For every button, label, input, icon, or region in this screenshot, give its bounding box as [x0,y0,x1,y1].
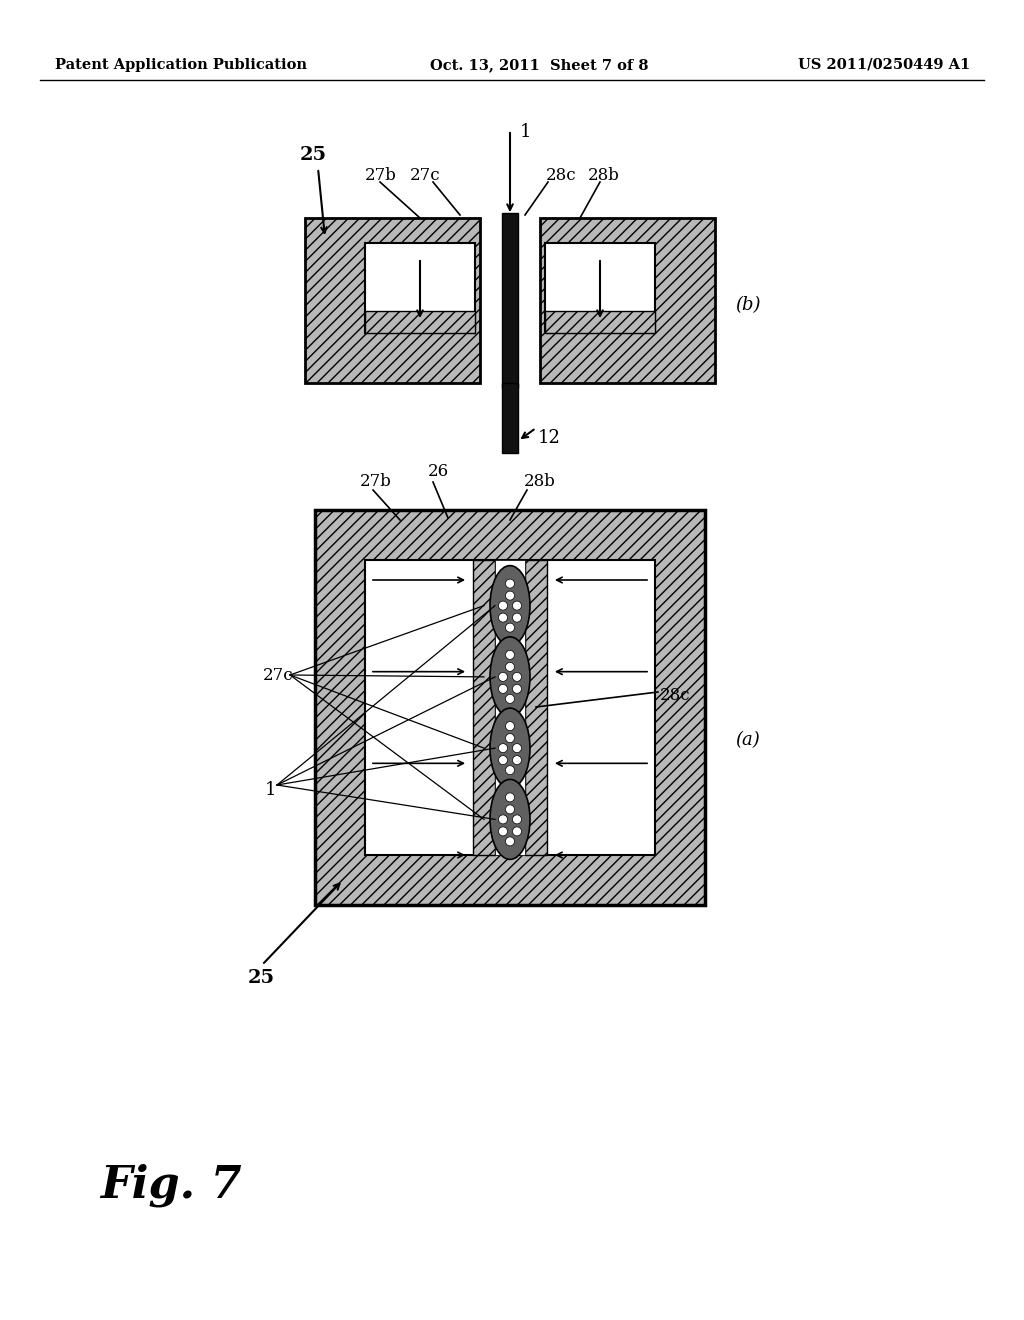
Text: 12: 12 [538,429,561,447]
Text: 1: 1 [520,123,531,141]
Text: 28b: 28b [588,166,620,183]
Bar [502,383,518,453]
Text: 25: 25 [248,969,275,987]
Circle shape [499,826,508,836]
Bar [365,243,475,333]
Circle shape [499,601,508,610]
Circle shape [499,684,508,693]
Circle shape [506,623,514,632]
Circle shape [512,684,521,693]
Text: 27c: 27c [263,667,294,684]
Text: 25: 25 [300,147,327,164]
Bar [365,312,475,333]
Bar [502,213,518,388]
Circle shape [506,579,514,589]
Bar [315,510,705,906]
Bar [473,560,495,855]
Circle shape [506,766,514,775]
Circle shape [512,672,521,681]
Circle shape [506,837,514,846]
Text: Oct. 13, 2011  Sheet 7 of 8: Oct. 13, 2011 Sheet 7 of 8 [430,58,648,73]
Ellipse shape [490,779,530,859]
Text: 26: 26 [428,463,450,480]
Text: (b): (b) [735,296,761,314]
Circle shape [499,814,508,824]
Circle shape [512,755,521,764]
Text: Patent Application Publication: Patent Application Publication [55,58,307,73]
Text: 28c: 28c [660,686,690,704]
Circle shape [512,826,521,836]
Circle shape [512,612,521,622]
Circle shape [499,612,508,622]
Circle shape [499,743,508,752]
Circle shape [506,805,514,814]
Text: 1: 1 [265,781,276,799]
Circle shape [512,601,521,610]
Text: 27b: 27b [365,166,397,183]
Circle shape [506,651,514,660]
Text: 27b: 27b [360,474,392,491]
Circle shape [506,734,514,743]
Text: (a): (a) [735,731,760,748]
Circle shape [506,694,514,704]
Text: 27c: 27c [410,166,440,183]
Text: 28c: 28c [546,166,577,183]
Ellipse shape [490,636,530,717]
Bar [525,560,547,855]
Bar [545,243,655,333]
Bar [540,218,715,383]
Circle shape [506,722,514,731]
Circle shape [512,743,521,752]
Text: Fig. 7: Fig. 7 [100,1163,242,1206]
Circle shape [499,755,508,764]
Circle shape [506,793,514,801]
Bar [305,218,480,383]
Circle shape [506,591,514,601]
Bar [495,560,525,855]
Text: 28b: 28b [524,474,556,491]
Bar [545,312,655,333]
Bar [365,560,655,855]
Circle shape [506,663,514,672]
Ellipse shape [490,708,530,788]
Ellipse shape [490,566,530,645]
Text: US 2011/0250449 A1: US 2011/0250449 A1 [798,58,970,73]
Circle shape [512,814,521,824]
Circle shape [499,672,508,681]
